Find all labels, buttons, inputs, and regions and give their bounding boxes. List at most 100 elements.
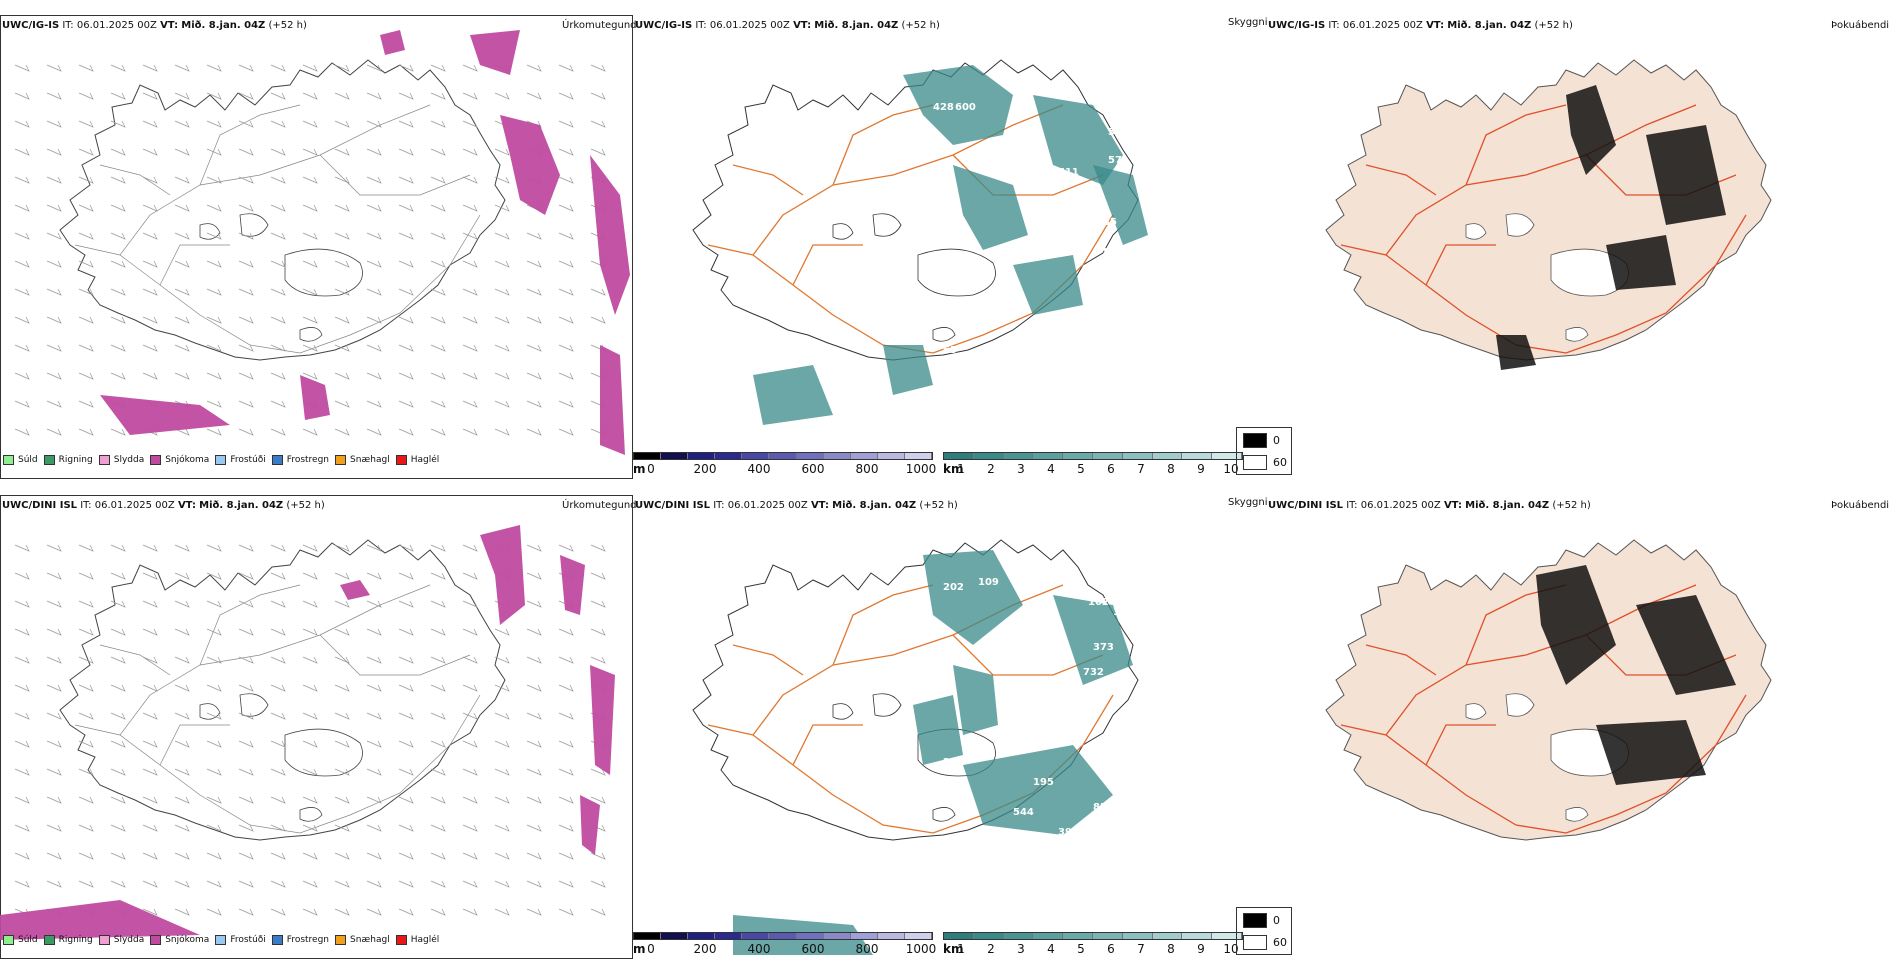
wind-barb	[270, 600, 286, 608]
wind-barb	[302, 880, 318, 888]
wind-barb	[46, 92, 62, 100]
wind-barb	[238, 824, 254, 832]
wind-barb	[174, 260, 190, 268]
wind-barb	[142, 372, 158, 380]
wind-barb	[46, 148, 62, 156]
colorbar-tick-label: 3	[1017, 462, 1025, 476]
legend-label: Slydda	[113, 935, 145, 945]
wind-barb	[270, 372, 286, 380]
colorbar-segment	[904, 453, 933, 459]
fog-key-label: 60	[1273, 456, 1287, 469]
panel-row1-cloud: UWC/IG-IS IT: 06.01.2025 00Z VT: Mið. 8.…	[633, 15, 1268, 485]
wind-barb	[398, 796, 414, 804]
wind-barb	[46, 232, 62, 240]
wind-barb	[270, 204, 286, 212]
wind-barb	[302, 204, 318, 212]
wind-barb	[398, 684, 414, 692]
wind-barb	[430, 684, 446, 692]
wind-barb	[14, 400, 30, 408]
wind-barb	[302, 176, 318, 184]
road-line	[119, 104, 431, 256]
wind-barb	[302, 64, 318, 72]
wind-barb	[78, 288, 94, 296]
wind-barb	[398, 600, 414, 608]
fog-key-swatch	[1243, 455, 1267, 470]
wind-barb	[110, 316, 126, 324]
colorbar-segment	[1092, 453, 1123, 459]
wind-barb	[270, 908, 286, 916]
colorbar-segment	[1152, 453, 1183, 459]
colorbar-tick-label: 2	[987, 462, 995, 476]
wind-barb	[398, 120, 414, 128]
glacier-outline	[199, 223, 221, 240]
wind-barb	[430, 148, 446, 156]
wind-barb	[110, 176, 126, 184]
wind-barb	[78, 204, 94, 212]
wind-barb	[142, 64, 158, 72]
colorbar-segment	[1212, 453, 1242, 459]
wind-barb	[174, 288, 190, 296]
wind-barb	[526, 852, 542, 860]
wind-barb	[174, 428, 190, 436]
visibility-colorbar: km 1 2 3 4 5 6 7 8 9 10	[943, 932, 1253, 960]
wind-barb	[462, 372, 478, 380]
legend-item: Frostregn	[271, 455, 329, 465]
colorbar-segment	[688, 933, 716, 939]
low-visibility-area	[903, 65, 1013, 145]
wind-barb	[110, 232, 126, 240]
visibility-value-label: 195	[1033, 777, 1054, 788]
wind-barb	[334, 288, 350, 296]
wind-barb	[46, 824, 62, 832]
wind-barb	[142, 712, 158, 720]
wind-barb	[398, 544, 414, 552]
colorbar-tick-label: 4	[1047, 942, 1055, 956]
glacier-outline	[299, 327, 323, 342]
wind-barb	[558, 316, 574, 324]
colorbar-segment	[823, 933, 851, 939]
wind-barb	[238, 204, 254, 212]
colorbar-segment	[944, 933, 974, 939]
wind-barb	[270, 544, 286, 552]
wind-barb	[174, 148, 190, 156]
wind-barb	[110, 628, 126, 636]
wind-barb	[174, 740, 190, 748]
wind-barb	[238, 232, 254, 240]
wind-barb	[334, 712, 350, 720]
low-visibility-area	[913, 695, 963, 765]
legend-swatch	[335, 935, 347, 945]
wind-barb	[302, 316, 318, 324]
visibility-value-label: 65	[943, 345, 957, 356]
wind-barb	[270, 92, 286, 100]
visibility-value-label: 202	[943, 582, 964, 593]
colorbar-segment	[1003, 453, 1034, 459]
wind-barb	[302, 824, 318, 832]
road-line	[319, 634, 471, 676]
wind-barb	[174, 232, 190, 240]
colorbar-tick-label: 10	[1223, 462, 1239, 476]
wind-barb	[14, 600, 30, 608]
legend-swatch	[98, 455, 110, 465]
wind-barb	[526, 768, 542, 776]
legend-label: Snæhagl	[350, 455, 390, 465]
wind-barb	[238, 852, 254, 860]
wind-barb	[206, 768, 222, 776]
legend-swatch	[215, 935, 227, 945]
colorbar-tick-label: 8	[1167, 942, 1175, 956]
snow-area	[500, 115, 560, 215]
wind-barb	[398, 428, 414, 436]
wind-barb	[110, 92, 126, 100]
wind-barb	[46, 428, 62, 436]
wind-barb	[110, 740, 126, 748]
wind-barb	[558, 852, 574, 860]
wind-barb	[398, 176, 414, 184]
wind-barb	[494, 428, 510, 436]
glacier-outline	[1505, 693, 1535, 717]
wind-barb	[206, 400, 222, 408]
colorbar-segment	[634, 453, 662, 459]
legend-item: Frostregn	[271, 935, 329, 945]
road-line	[752, 104, 1064, 256]
wind-barb	[590, 908, 606, 916]
wind-barb	[46, 204, 62, 212]
wind-barb	[302, 92, 318, 100]
